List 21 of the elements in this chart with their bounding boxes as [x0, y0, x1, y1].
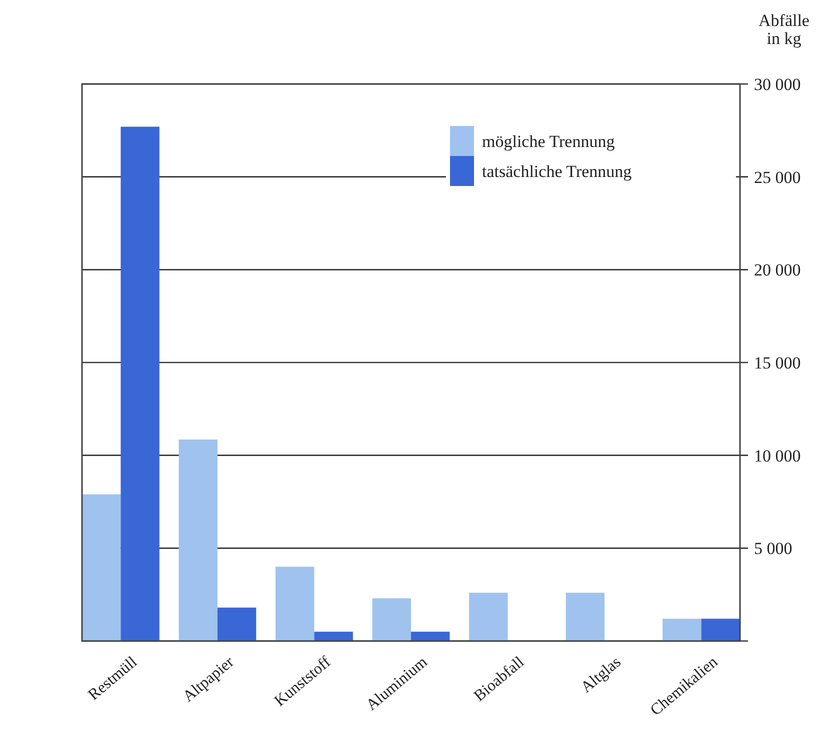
y-tick-label: 5 000 [754, 539, 792, 558]
y-tick-label: 25 000 [754, 168, 801, 187]
legend-label: mögliche Trennung [482, 132, 616, 151]
bar [314, 632, 353, 641]
bar [662, 618, 702, 641]
y-tick-label: 15 000 [754, 353, 801, 372]
bar [372, 598, 411, 641]
bar [178, 440, 218, 641]
bar [276, 566, 314, 641]
y-tick-label: 20 000 [754, 260, 801, 280]
y-tick-label: 10 000 [754, 446, 801, 466]
y-tick-label: 30 000 [754, 74, 801, 94]
bar [566, 592, 605, 641]
bar [217, 608, 256, 641]
bar [82, 494, 121, 641]
bar [120, 126, 160, 641]
legend-label: tatsächliche Trennung [482, 162, 632, 181]
bar [701, 618, 740, 641]
bar [411, 632, 450, 641]
y-axis-title: Abfälle in kg [758, 11, 810, 48]
bar [469, 592, 508, 641]
